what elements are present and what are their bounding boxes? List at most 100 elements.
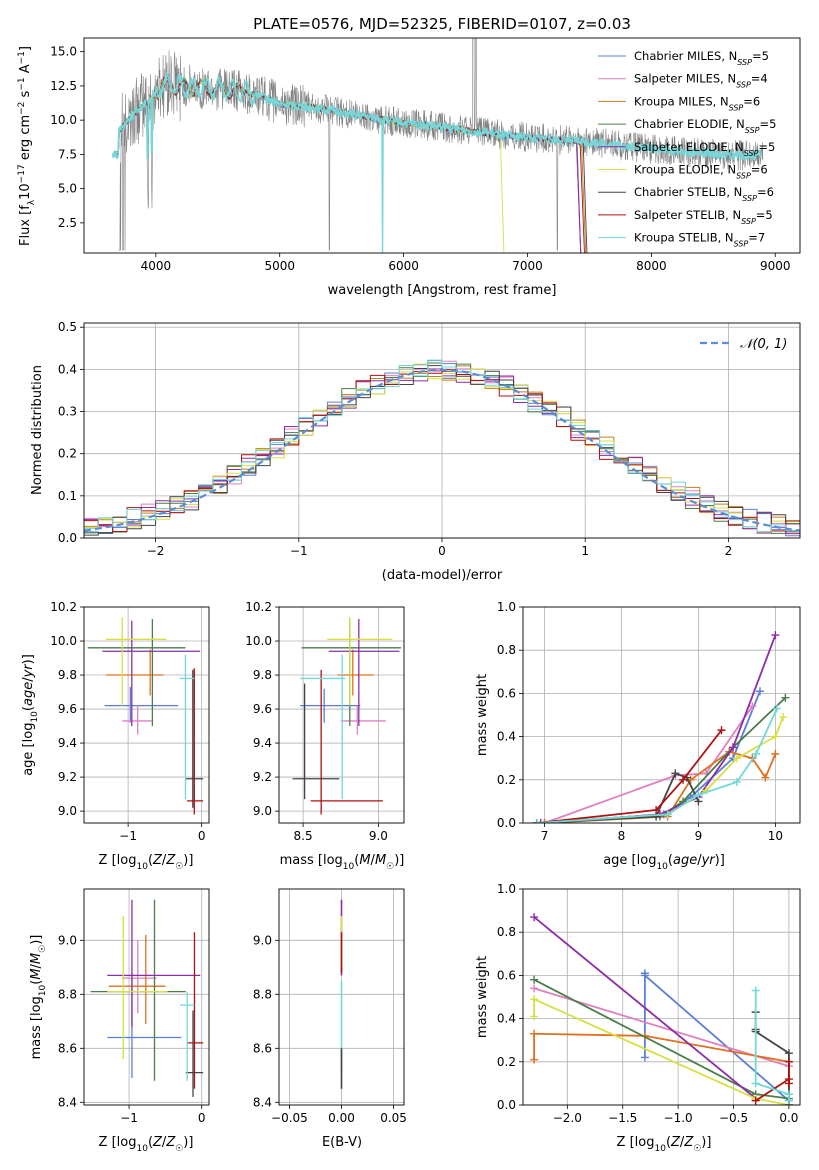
legend-label-2: Salpeter MILES, NSSP=4 <box>634 72 768 90</box>
weight-vs-age-y-tick-label: 1.0 <box>497 600 516 614</box>
spectrum-x-label: wavelength [Angstrom, rest frame] <box>328 283 557 298</box>
weight-vs-age-y-label: mass weight <box>475 674 490 756</box>
weight-vs-z-x-label-part: ( <box>666 1135 671 1150</box>
mass-vs-z-point-9 <box>179 991 195 1081</box>
legend-label-suffix: =5 <box>752 49 769 63</box>
weight-vs-z-y-tick-label: 0.2 <box>497 1055 516 1069</box>
legend-label-8: Salpeter STELIB, NSSP=5 <box>634 208 773 226</box>
age-vs-z-y-tick-label: 9.0 <box>58 804 77 818</box>
legend-label-text: Chabrier STELIB, N <box>634 185 742 199</box>
legend-label-suffix: =5 <box>760 117 777 131</box>
legend-label-text: Kroupa ELODIE, N <box>634 163 736 177</box>
weight-vs-age-y-tick-label: 0.8 <box>497 643 516 657</box>
legend-label-subscript: SSP <box>737 58 752 67</box>
age-vs-z-grid <box>84 606 209 823</box>
legend-label-1: Chabrier MILES, NSSP=5 <box>634 49 769 67</box>
age-vs-mass-point-7 <box>292 683 340 800</box>
age-vs-mass-x-tick-label: 9.0 <box>369 829 388 843</box>
age-vs-z-x-label-part: ☉ <box>175 862 183 872</box>
weight-vs-age-marker <box>717 726 726 735</box>
residuals-axes: −2 −1 0 1 2 0.0 0.1 0.2 0.3 0.4 0.5 𝒩(0, 1) <box>58 320 801 558</box>
residuals-x-tick-label: 2 <box>725 544 733 558</box>
mass-vs-z-x-label-part: Z <box>152 1135 163 1150</box>
legend-label-4: Chabrier ELODIE, NSSP=5 <box>634 117 776 135</box>
weight-vs-age-x-label-part: age [log <box>603 853 656 868</box>
weight-vs-z-axes: −2.0 −1.5 −1.0 −0.5 0.0 0.0 0.2 0.4 0.6 0.8 1.0 <box>497 882 801 1125</box>
age-vs-mass-x-label-part: ( <box>354 853 359 868</box>
weight-vs-age-marker <box>532 819 541 823</box>
age-vs-z-y-tick-label: 9.8 <box>58 668 77 682</box>
weight-vs-age-x-tick-label: 10 <box>768 829 783 843</box>
mass-vs-ebv-y-tick-label: 8.4 <box>253 1095 272 1109</box>
weight-vs-age-marker <box>732 754 741 763</box>
age-vs-mass-frame <box>278 606 405 824</box>
legend-label-text: Chabrier ELODIE, N <box>634 117 745 131</box>
age-vs-mass-point-9 <box>300 654 346 800</box>
age-vs-mass-y-tick-label: 9.6 <box>253 702 272 716</box>
age-vs-z-x-label-part: / <box>162 853 167 868</box>
mass-vs-z-y-label-part: M <box>29 953 44 964</box>
mass-vs-z-y-tick-label: 8.4 <box>58 1095 77 1109</box>
mass-vs-z-y-label-part: / <box>29 963 44 968</box>
mass-vs-z-y-label-part: M <box>29 968 44 979</box>
residuals-y-tick-label: 0.3 <box>58 405 77 419</box>
age-vs-mass-grid <box>279 606 404 823</box>
age-vs-mass-x-label-part: M <box>375 853 386 868</box>
weight-vs-age-marker <box>761 773 770 782</box>
age-vs-mass-frame-group: 8.5 9.0 9.0 9.2 9.4 9.6 9.8 10.0 10.2 <box>245 600 405 843</box>
spectrum-y-label: Flux [fλ10−17 erg cm−2 s−1 A−1] <box>17 46 37 246</box>
weight-vs-age-x-tick-label: 8 <box>618 829 626 843</box>
spectrum-y-label-part: A <box>18 64 33 77</box>
weight-vs-age-y-tick-label: 0.6 <box>497 686 516 700</box>
age-vs-z-y-label-part: yr <box>21 663 36 679</box>
mass-vs-ebv-y-tick-label: 8.8 <box>253 987 272 1001</box>
weight-vs-z-marker <box>530 1012 539 1021</box>
age-vs-z-x-label: Z [log10(Z/Z☉)] <box>99 853 194 872</box>
age-vs-z-point-5 <box>102 620 201 727</box>
weight-vs-age-marker <box>771 749 780 758</box>
spectrum-y-label-part: Flux [f <box>18 205 33 246</box>
spectrum-y-tick-label: 12.5 <box>50 79 77 93</box>
weight-vs-age-x-label: age [log10(age/yr)] <box>603 853 725 872</box>
residuals-y-tick-label: 0.2 <box>58 447 77 461</box>
residual-histogram-9 <box>84 359 800 533</box>
spectrum-y-tick-label: 2.5 <box>58 216 77 230</box>
weight-vs-age-marker <box>679 775 688 784</box>
age-vs-z-x-label-part: )] <box>183 853 193 868</box>
spectrum-y-label-part: −1 <box>17 77 27 90</box>
weight-vs-age-marker <box>671 769 680 778</box>
weight-vs-age-marker <box>536 819 545 823</box>
spectrum-plot-area <box>111 38 764 253</box>
mass-vs-ebv-x-label: E(B-V) <box>322 1135 362 1150</box>
legend-label-text: Salpeter STELIB, N <box>634 208 741 222</box>
age-vs-mass-x-label-part: )] <box>394 853 404 868</box>
age-vs-mass-plot-area <box>292 617 401 815</box>
legend-label-suffix: =7 <box>748 231 765 245</box>
legend-label-7: Chabrier STELIB, NSSP=6 <box>634 185 774 203</box>
gaussian-legend-label: 𝒩(0, 1) <box>740 337 787 352</box>
spectrum-y-label-part: λ <box>27 199 37 205</box>
age-vs-z-x-label-part: ( <box>148 853 153 868</box>
weight-vs-age-marker <box>781 693 790 702</box>
age-vs-z-y-label-part: age [log <box>21 723 36 776</box>
spectrum-x-tick-label: 7000 <box>512 259 543 273</box>
weight-vs-z-x-tick-label: −1.0 <box>664 1111 693 1125</box>
weight-vs-z-y-label: mass weight <box>475 956 490 1038</box>
mass-vs-z-y-label-part: 10 <box>38 984 48 996</box>
spectrum-y-label-part: −17 <box>17 164 27 183</box>
age-vs-mass-point-8 <box>310 669 383 815</box>
spectrum-title: PLATE=0576, MJD=52325, FIBERID=0107, z=0… <box>253 15 631 33</box>
spectrum-y-label-part: −2 <box>17 102 27 115</box>
spectrum-frame-group: 4000 5000 6000 7000 8000 9000 2.5 5.0 7.5 10.0 12.… <box>50 37 801 273</box>
spectrum-y-label-part: −1 <box>17 51 27 64</box>
weight-vs-z-y-tick-label: 0.4 <box>497 1012 516 1026</box>
mass-vs-z-x-label-part: / <box>162 1135 167 1150</box>
residual-histogram-6 <box>84 363 800 534</box>
weight-vs-z-y-tick-label: 0.8 <box>497 925 516 939</box>
spectrum-y-tick-label: 7.5 <box>58 147 77 161</box>
weight-vs-age-frame-group: 7 8 9 10 0.0 0.2 0.4 0.6 0.8 1.0 <box>497 600 801 843</box>
age-vs-z-x-tick-label: 0 <box>198 829 206 843</box>
residuals-x-tick-label: 0 <box>438 544 446 558</box>
age-vs-mass-axes: 8.5 9.0 9.0 9.2 9.4 9.6 9.8 10.0 10.2 <box>245 600 405 843</box>
spectrum-y-label-part: erg cm <box>18 115 33 164</box>
